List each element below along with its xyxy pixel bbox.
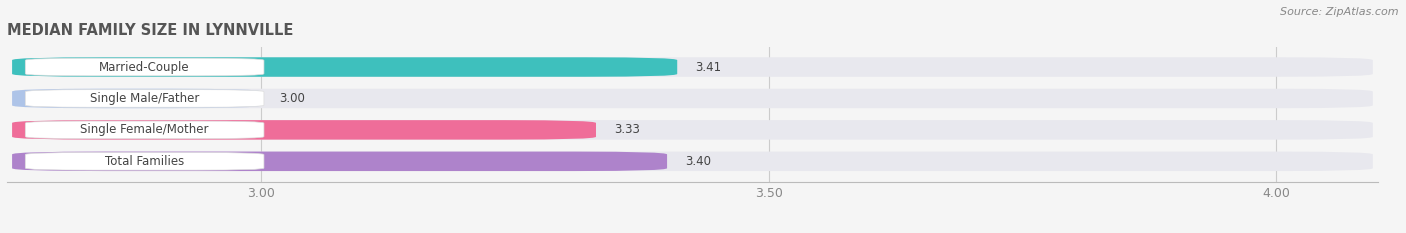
FancyBboxPatch shape — [13, 152, 1372, 171]
Text: Married-Couple: Married-Couple — [100, 61, 190, 74]
FancyBboxPatch shape — [25, 121, 264, 139]
Text: 3.40: 3.40 — [685, 155, 711, 168]
Text: MEDIAN FAMILY SIZE IN LYNNVILLE: MEDIAN FAMILY SIZE IN LYNNVILLE — [7, 24, 294, 38]
Text: 3.00: 3.00 — [280, 92, 305, 105]
FancyBboxPatch shape — [13, 89, 262, 108]
Text: 3.41: 3.41 — [696, 61, 721, 74]
FancyBboxPatch shape — [25, 90, 264, 107]
Text: Total Families: Total Families — [105, 155, 184, 168]
FancyBboxPatch shape — [25, 58, 264, 76]
FancyBboxPatch shape — [13, 57, 1372, 77]
FancyBboxPatch shape — [13, 57, 678, 77]
FancyBboxPatch shape — [13, 152, 666, 171]
FancyBboxPatch shape — [13, 120, 1372, 140]
FancyBboxPatch shape — [25, 153, 264, 170]
Text: Single Female/Mother: Single Female/Mother — [80, 123, 209, 136]
Text: Single Male/Father: Single Male/Father — [90, 92, 200, 105]
Text: Source: ZipAtlas.com: Source: ZipAtlas.com — [1281, 7, 1399, 17]
Text: 3.33: 3.33 — [614, 123, 640, 136]
FancyBboxPatch shape — [13, 89, 1372, 108]
FancyBboxPatch shape — [13, 120, 596, 140]
